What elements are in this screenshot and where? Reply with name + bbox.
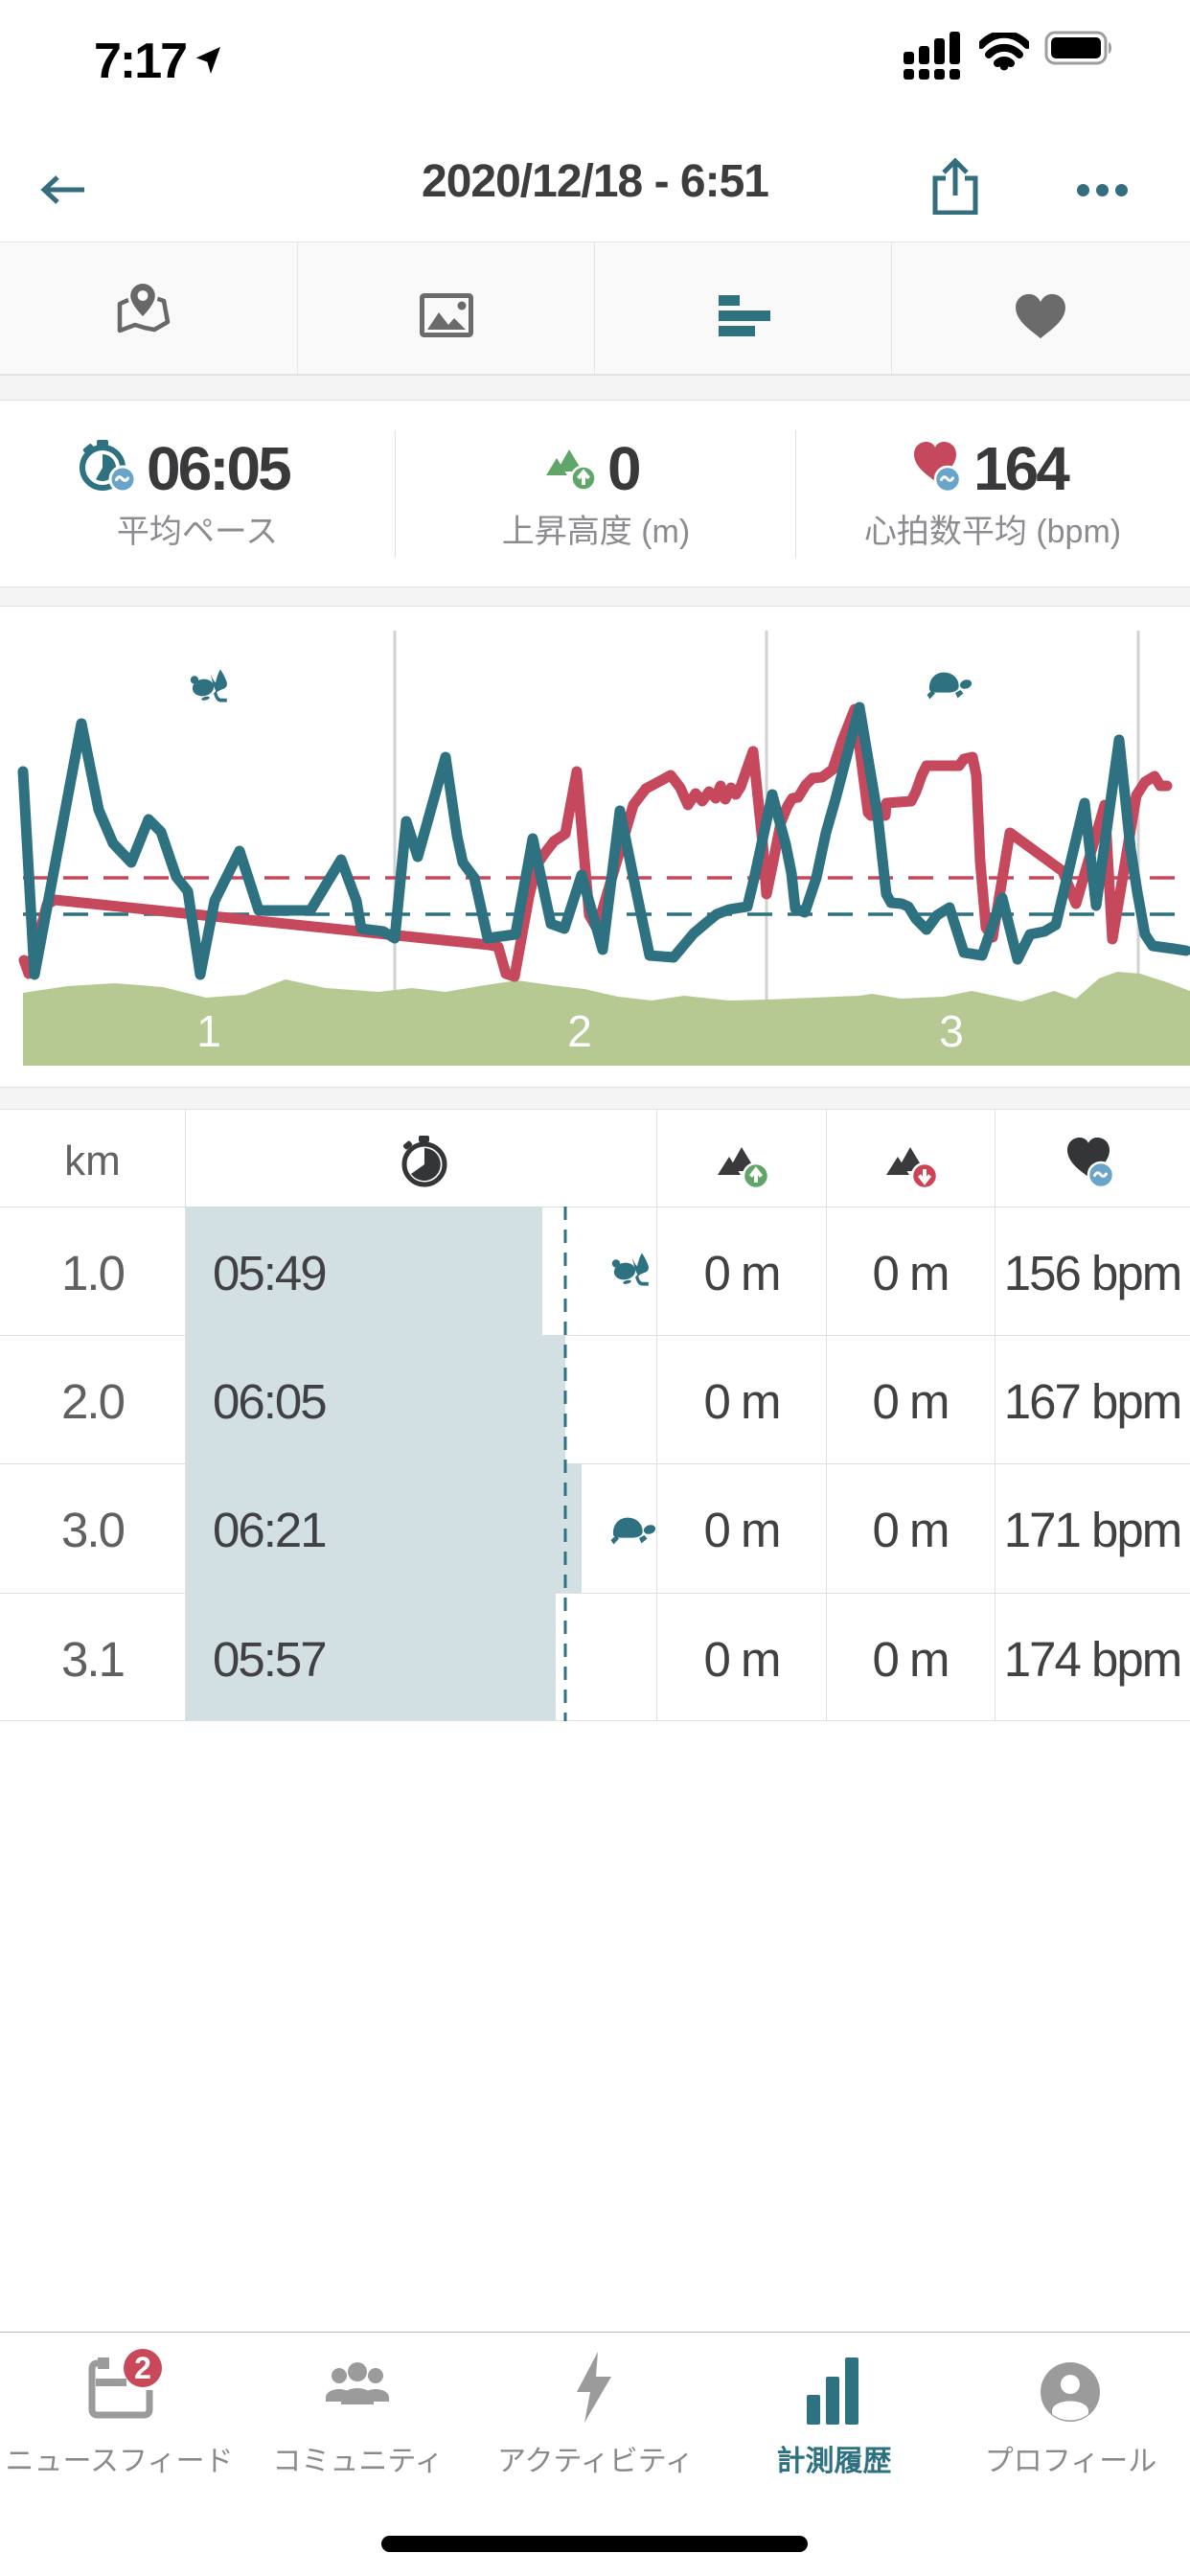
- svg-text:2: 2: [567, 1006, 592, 1056]
- svg-text:3: 3: [939, 1006, 964, 1056]
- svg-text:2: 2: [134, 2351, 151, 2385]
- svg-text:1: 1: [196, 1006, 221, 1056]
